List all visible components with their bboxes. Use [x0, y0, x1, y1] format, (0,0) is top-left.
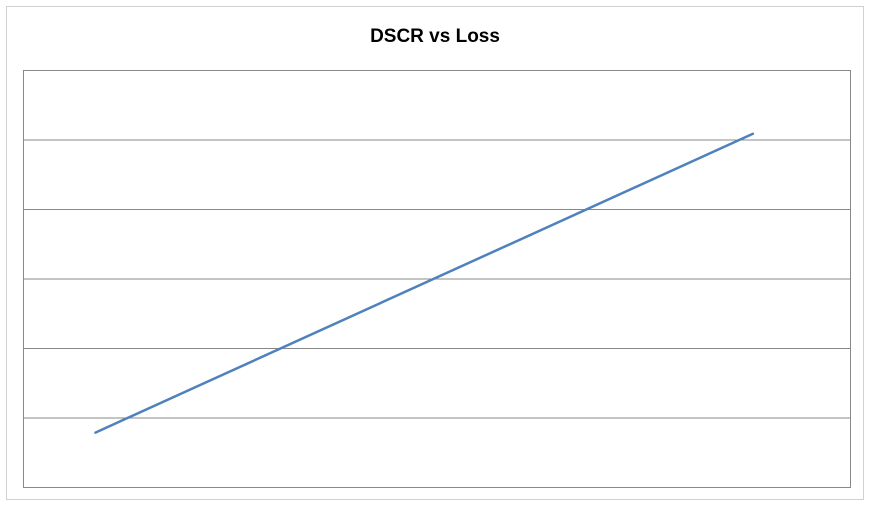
- data-line: [94, 132, 755, 434]
- chart-title: DSCR vs Loss: [370, 26, 500, 47]
- chart-frame: [6, 6, 864, 500]
